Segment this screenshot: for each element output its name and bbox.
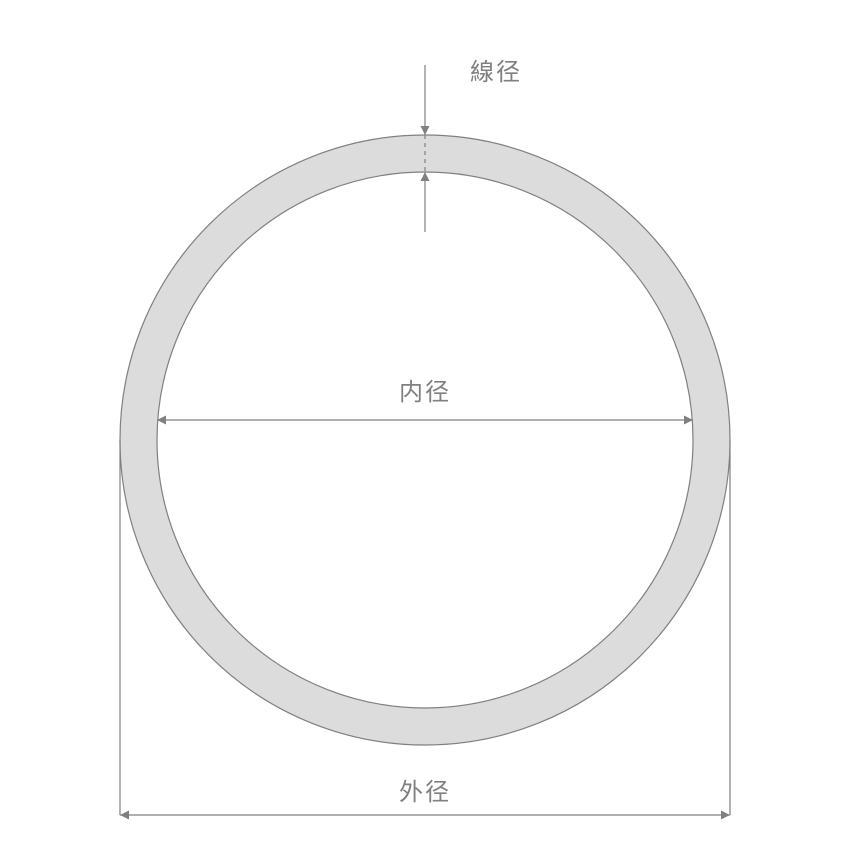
wire-diameter-label: 線径 [470, 59, 522, 86]
ring-dimension-diagram: 線径 内径 外径 [0, 0, 850, 850]
wire-diameter-top-arrow [421, 126, 430, 135]
outer-diameter-arrow-right [721, 811, 730, 820]
ring-inner-circle [157, 172, 693, 708]
inner-diameter-label: 内径 [399, 379, 451, 406]
outer-diameter-label: 外径 [399, 779, 451, 806]
outer-diameter-arrow-left [120, 811, 129, 820]
